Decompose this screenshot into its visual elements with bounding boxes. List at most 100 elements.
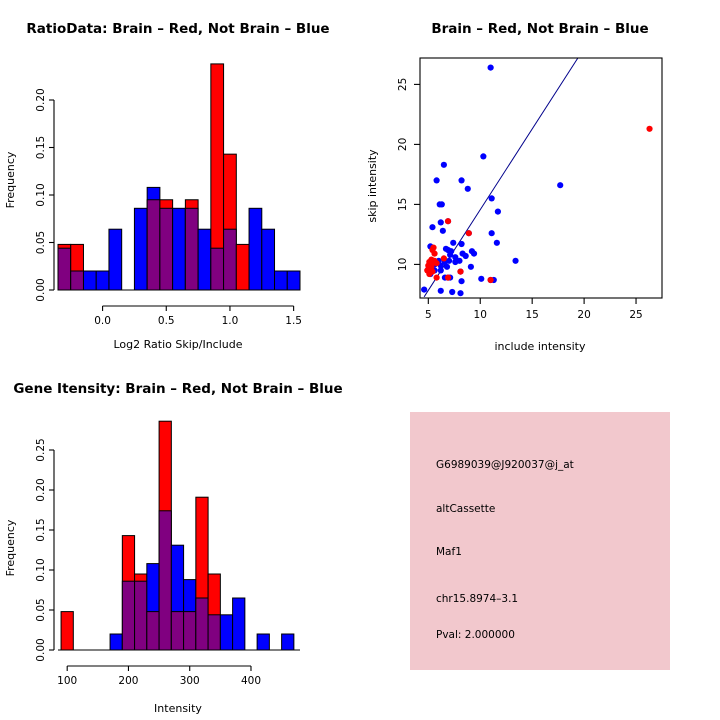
scatter-point — [458, 177, 465, 184]
scatter-point — [494, 208, 501, 215]
x-axis-tick-label: 1.0 — [222, 315, 239, 327]
ratio-histogram-svg: RatioData: Brain – Red, Not Brain – Blue… — [4, 21, 330, 351]
scatter-svg: Brain – Red, Not Brain – Blue 5 10 15 20 25 1… — [366, 21, 663, 353]
histogram-bar — [286, 270, 301, 291]
histogram-bar-overlap — [210, 247, 225, 291]
scatter-point — [488, 230, 495, 237]
histogram-bar — [235, 243, 250, 291]
scatter-point — [557, 182, 564, 189]
ratio-histogram-ylabel: Frequency — [4, 151, 17, 208]
ratio-histogram-bars — [57, 63, 301, 291]
gene-histogram-ylabel: Frequency — [4, 519, 17, 576]
scatter-point — [487, 276, 494, 284]
histogram-bar — [248, 207, 263, 291]
scatter-point — [428, 263, 435, 270]
scatter-point — [478, 275, 485, 282]
y-axis-tick-label: 0.00 — [35, 638, 47, 661]
scatter-point — [646, 125, 653, 132]
scatter-point — [431, 250, 438, 257]
scatter-point — [433, 260, 440, 267]
histogram-bar — [172, 207, 186, 291]
scatter-point — [512, 257, 519, 264]
scatter-title: Brain – Red, Not Brain – Blue — [431, 21, 648, 37]
scatter-point — [457, 268, 464, 275]
scatter-point — [426, 270, 433, 278]
scatter-point — [433, 177, 440, 184]
y-axis-tick-label: 0.05 — [35, 598, 47, 621]
scatter-point — [458, 278, 465, 285]
y-axis-tick-label: 0.25 — [35, 438, 47, 461]
y-axis-tick-label: 10 — [397, 258, 409, 271]
x-axis-tick-label: 400 — [241, 675, 261, 687]
histogram-bar-overlap — [146, 611, 160, 651]
scatter-point — [438, 201, 445, 208]
scatter-point — [447, 251, 454, 258]
info-line-0: G6989039@J920037@j_at — [436, 459, 574, 471]
scatter-point — [444, 218, 452, 225]
y-axis-tick-label: 0.15 — [35, 136, 47, 159]
histogram-bar-overlap — [159, 207, 174, 291]
scatter-point — [421, 286, 428, 293]
y-axis-tick-label: 0.10 — [35, 558, 47, 581]
x-axis-tick-label: 0.5 — [158, 315, 175, 327]
histogram-bar-overlap — [223, 228, 237, 291]
scatter-point — [433, 274, 440, 281]
x-axis-tick-label: 15 — [525, 309, 538, 321]
scatter-points — [421, 57, 653, 298]
gene-histogram-svg: Gene Itensity: Brain – Red, Not Brain – … — [4, 381, 343, 715]
x-axis-tick-label: 0.0 — [94, 315, 111, 327]
histogram-bar-overlap — [57, 247, 72, 291]
histogram-bar — [133, 207, 148, 291]
scatter-point — [464, 185, 471, 192]
x-axis-tick-label: 25 — [629, 309, 642, 321]
x-axis-tick-label: 1.5 — [285, 315, 302, 327]
histogram-bar-overlap — [207, 614, 221, 651]
x-axis-tick-label: 5 — [425, 309, 432, 321]
panel-gene-histogram: Gene Itensity: Brain – Red, Not Brain – … — [0, 360, 360, 720]
scatter-point — [493, 239, 500, 246]
y-axis-tick-label: 0.05 — [35, 231, 47, 254]
scatter-point — [437, 219, 444, 226]
scatter-point — [462, 252, 469, 260]
x-axis-tick-label: 100 — [57, 675, 77, 687]
histogram-bar-overlap — [195, 597, 209, 651]
ratio-histogram-xlabel: Log2 Ratio Skip/Include — [113, 338, 242, 351]
y-axis-tick-label: 0.10 — [35, 183, 47, 206]
gene-histogram-bars — [60, 420, 295, 651]
scatter-point — [450, 239, 457, 246]
histogram-bar — [109, 633, 123, 651]
scatter-point — [487, 64, 494, 71]
x-axis-tick-label: 10 — [474, 309, 487, 321]
histogram-bar — [261, 228, 276, 291]
ratio-histogram-title: RatioData: Brain – Red, Not Brain – Blue — [26, 21, 329, 37]
info-background — [410, 412, 670, 670]
histogram-bar-overlap — [121, 580, 136, 651]
histogram-bar-overlap — [170, 611, 185, 651]
scatter-axes: 5 10 15 20 25 10 15 20 25 — [397, 57, 663, 321]
histogram-bar — [281, 633, 295, 651]
y-axis-tick-label: 20 — [397, 138, 409, 151]
scatter-xlabel: include intensity — [494, 340, 586, 353]
y-axis-tick-label: 0.20 — [35, 478, 47, 501]
scatter-point — [437, 287, 444, 294]
x-axis-tick-label: 20 — [577, 309, 590, 321]
histogram-bar-overlap — [184, 207, 199, 291]
histogram-bar-overlap — [146, 199, 161, 291]
histogram-bar — [274, 270, 288, 291]
scatter-point — [456, 257, 463, 264]
scatter-point — [449, 288, 456, 296]
histogram-bar-overlap — [134, 580, 148, 651]
histogram-bar — [219, 614, 234, 651]
scatter-point — [458, 240, 465, 248]
scatter-point — [467, 263, 474, 270]
scatter-point — [429, 224, 436, 231]
scatter-point — [443, 263, 451, 270]
scatter-point — [465, 230, 472, 237]
info-line-3: chr15.8974–3.1 — [436, 593, 518, 605]
scatter-point — [445, 257, 453, 264]
scatter-point — [488, 195, 495, 202]
panel-scatter: Brain – Red, Not Brain – Blue 5 10 15 20 25 1… — [360, 0, 720, 360]
histogram-bar-overlap — [70, 270, 84, 291]
y-axis-tick-label: 25 — [397, 78, 409, 91]
scatter-point — [452, 254, 459, 261]
